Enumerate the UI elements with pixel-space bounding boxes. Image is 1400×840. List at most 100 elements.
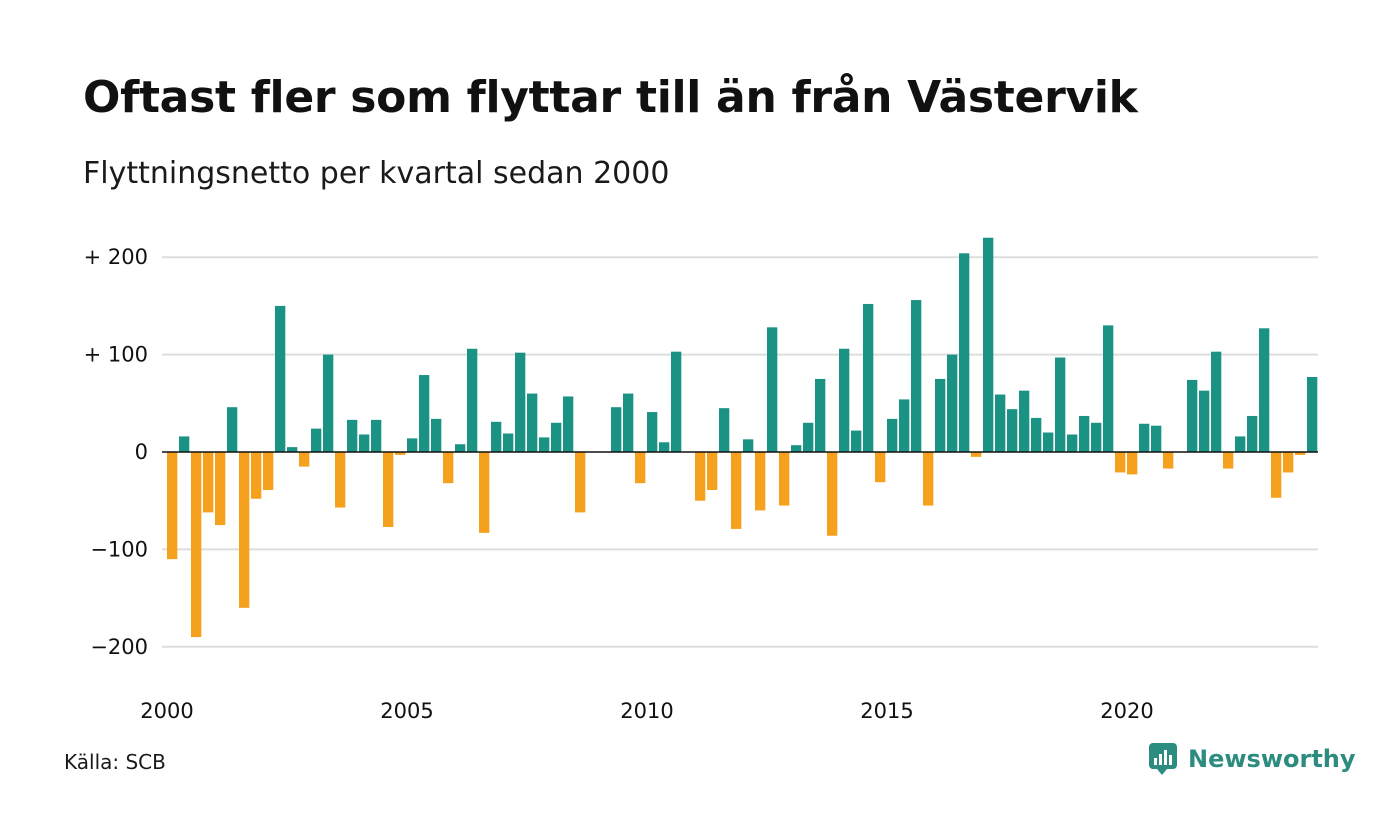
bar [659,442,670,452]
bar [635,452,646,484]
y-tick-label: + 200 [84,245,148,269]
bar [623,393,634,452]
bar [947,354,958,452]
chart-title: Oftast fler som flyttar till än från Väs… [83,72,1138,123]
bar [719,408,730,452]
y-tick-label: −200 [90,635,148,659]
bar [167,452,178,560]
bar [503,433,514,452]
bar [1307,377,1318,452]
bar [311,428,322,452]
bar [1067,434,1078,452]
bar [431,418,442,452]
bar [899,399,910,452]
bar [695,452,706,501]
bar [1031,417,1042,452]
bar [827,452,838,536]
bar [371,419,382,452]
bar [1235,436,1246,452]
brand-name: Newsworthy [1188,745,1356,773]
bar [1091,422,1102,452]
bar [359,434,370,452]
bar [323,354,334,452]
bar [611,407,622,452]
bar [1127,452,1138,475]
bar [215,452,226,526]
bar [479,452,490,533]
bar [863,303,874,452]
bar [347,419,358,452]
x-tick-label: 2015 [860,699,913,723]
bar [1079,415,1090,452]
bar [923,452,934,506]
bar [299,452,310,467]
bar [839,348,850,452]
bar [911,300,922,452]
bar [491,421,502,452]
bar [743,439,754,452]
bar [1007,409,1018,452]
bar [731,452,742,529]
bar [1043,432,1054,452]
bar [851,430,862,452]
bar [1019,390,1030,452]
bar [239,452,250,608]
bar [971,452,982,457]
bar [779,452,790,506]
bar [1283,452,1294,473]
bar [647,412,658,452]
bar [203,452,214,513]
bar [407,438,418,452]
bar [383,452,394,527]
chart-subtitle: Flyttningsnetto per kvartal sedan 2000 [83,156,670,191]
bar [455,444,466,452]
bar [791,445,802,452]
bar [887,418,898,452]
bar [1199,390,1210,452]
bar [1271,452,1282,498]
bar [275,305,286,452]
bar [191,452,202,638]
bar [1187,379,1198,452]
bar [527,393,538,452]
bar [263,452,274,490]
bar [1115,452,1126,473]
bar [1151,425,1162,452]
bar [575,452,586,513]
x-tick-label: 2005 [380,699,433,723]
bar [707,452,718,490]
bar [1055,357,1066,452]
x-tick-label: 2000 [140,699,193,723]
bar [551,422,562,452]
bar [1211,351,1222,452]
bar [443,452,454,484]
bar [1163,452,1174,469]
y-tick-label: + 100 [84,343,148,367]
bar [983,237,994,452]
bar [755,452,766,511]
bar [1103,325,1114,452]
bar [287,447,298,452]
bar [335,452,346,508]
y-tick-label: −100 [90,537,148,561]
bar [515,352,526,452]
newsworthy-icon [1149,743,1177,775]
x-tick-label: 2020 [1100,699,1153,723]
bar [179,436,190,452]
x-tick-label: 2010 [620,699,673,723]
bar [875,452,886,483]
bar [563,396,574,452]
bar [467,348,478,452]
y-tick-label: 0 [135,440,148,464]
bar [995,394,1006,452]
bar [419,375,430,452]
bar [959,253,970,452]
bar [1247,415,1258,452]
bar [395,452,406,455]
newsworthy-logo: Newsworthy [1148,742,1356,776]
bar [767,327,778,452]
bar [251,452,262,499]
bar [815,378,826,452]
bar [803,422,814,452]
